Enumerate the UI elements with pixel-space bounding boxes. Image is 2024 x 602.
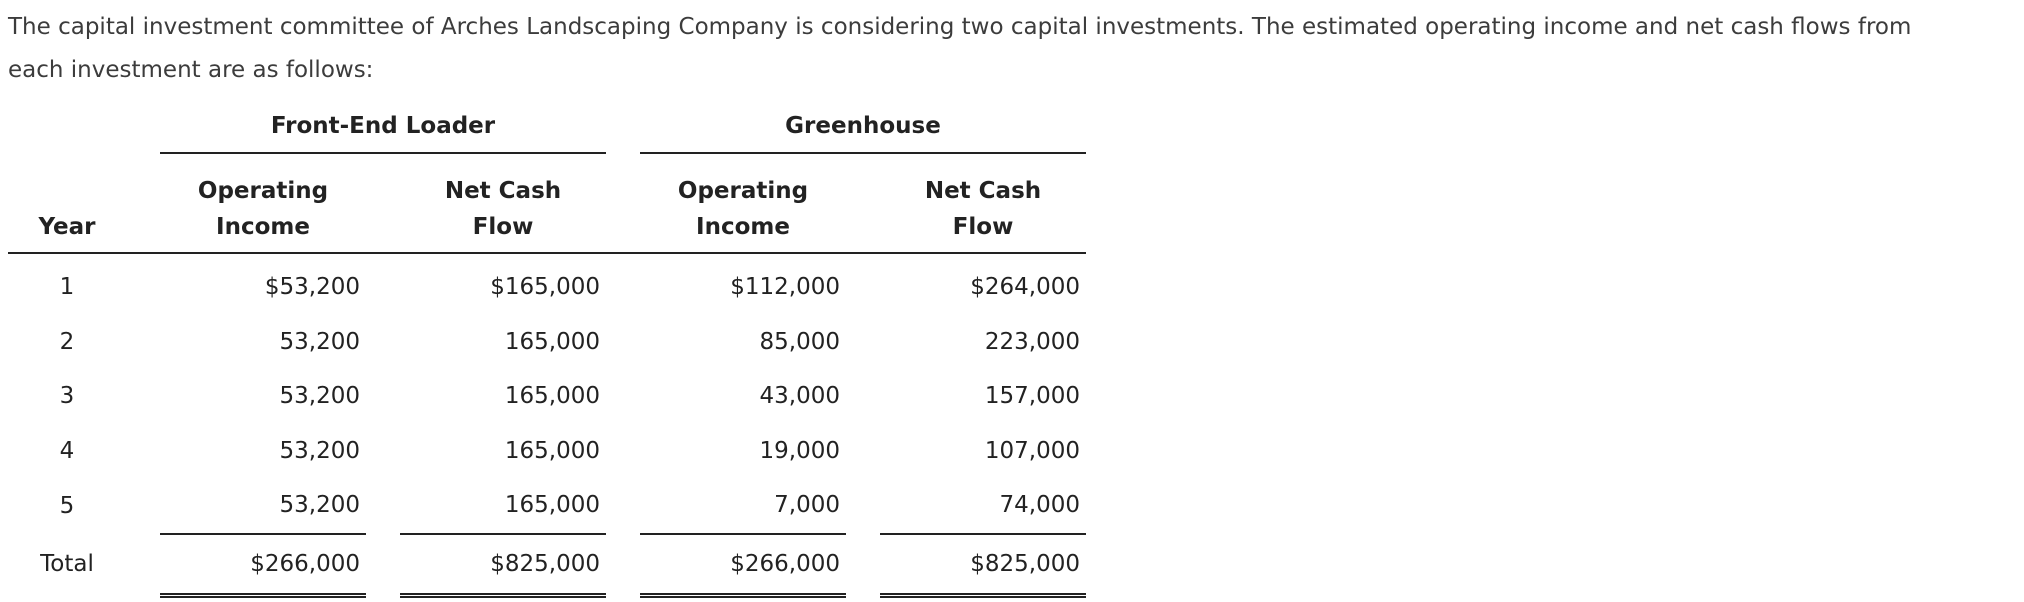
gh-net-cash-header-2: Flow [880, 206, 1086, 254]
gh-cash-cell: $264,000 [970, 274, 1080, 301]
gh-cash-total: $825,000 [880, 533, 1086, 598]
problem-intro: The capital investment committee of Arch… [8, 6, 2014, 92]
fel-op-income-header-1: Operating [197, 178, 329, 204]
year-cell: 2 [59, 328, 75, 355]
table-row: 5 53,200 165,000 7,000 74,000 [8, 478, 1086, 535]
investment-table: Front-End Loader Greenhouse Operating Ne… [8, 100, 1086, 598]
gh-cash-cell: 223,000 [984, 328, 1080, 355]
gh-cash-cell: 74,000 [880, 478, 1086, 535]
gh-cash-cell: 157,000 [984, 383, 1080, 410]
fel-cash-cell: 165,000 [400, 478, 606, 535]
fel-income-total: $266,000 [160, 533, 366, 598]
year-header: Year [8, 206, 126, 254]
fel-net-cash-header-1: Net Cash [444, 178, 562, 204]
fel-income-cell: 53,200 [160, 478, 366, 535]
table-row: 2 53,200 165,000 85,000 223,000 [8, 315, 1086, 370]
fel-op-income-header-2: Income [160, 206, 366, 254]
fel-income-cell: $53,200 [264, 274, 360, 301]
year-cell: 3 [59, 383, 75, 410]
gh-op-income-header-1: Operating [677, 178, 809, 204]
fel-income-cell: 53,200 [279, 383, 360, 410]
group-greenhouse: Greenhouse [640, 100, 1086, 154]
fel-income-cell: 53,200 [279, 328, 360, 355]
fel-cash-cell: 165,000 [504, 328, 600, 355]
group-front-end-loader: Front-End Loader [160, 100, 606, 154]
fel-cash-cell: 165,000 [504, 383, 600, 410]
fel-income-cell: 53,200 [279, 437, 360, 464]
fel-cash-cell: 165,000 [504, 437, 600, 464]
year-cell: 5 [59, 492, 75, 519]
gh-income-total: $266,000 [640, 533, 846, 598]
fel-cash-total: $825,000 [400, 533, 606, 598]
gh-net-cash-header-1: Net Cash [924, 178, 1042, 204]
year-cell: 4 [59, 437, 75, 464]
fel-net-cash-header-2: Flow [400, 206, 606, 254]
table-row: 3 53,200 165,000 43,000 157,000 [8, 369, 1086, 424]
column-header-row-2: Year Income Flow Income Flow [8, 206, 1086, 254]
gh-cash-cell: 107,000 [984, 437, 1080, 464]
total-row: Total $266,000 $825,000 $266,000 $825,00… [8, 533, 1086, 598]
total-label: Total [40, 551, 94, 578]
gh-income-cell: 43,000 [759, 383, 840, 410]
intro-line-1: The capital investment committee of Arch… [8, 14, 1912, 40]
gh-income-cell: 85,000 [759, 328, 840, 355]
fel-cash-cell: $165,000 [490, 274, 600, 301]
gh-op-income-header-2: Income [640, 206, 846, 254]
gh-income-cell: $112,000 [730, 274, 840, 301]
column-header-row-1: Operating Net Cash Operating Net Cash [8, 153, 1086, 206]
table-row: 4 53,200 165,000 19,000 107,000 [8, 424, 1086, 479]
table-row: 1 $53,200 $165,000 $112,000 $264,000 [8, 253, 1086, 315]
gh-income-cell: 7,000 [640, 478, 846, 535]
gh-income-cell: 19,000 [759, 437, 840, 464]
intro-line-2: each investment are as follows: [8, 57, 374, 83]
year-cell: 1 [59, 274, 75, 301]
group-header-row: Front-End Loader Greenhouse [8, 100, 1086, 154]
